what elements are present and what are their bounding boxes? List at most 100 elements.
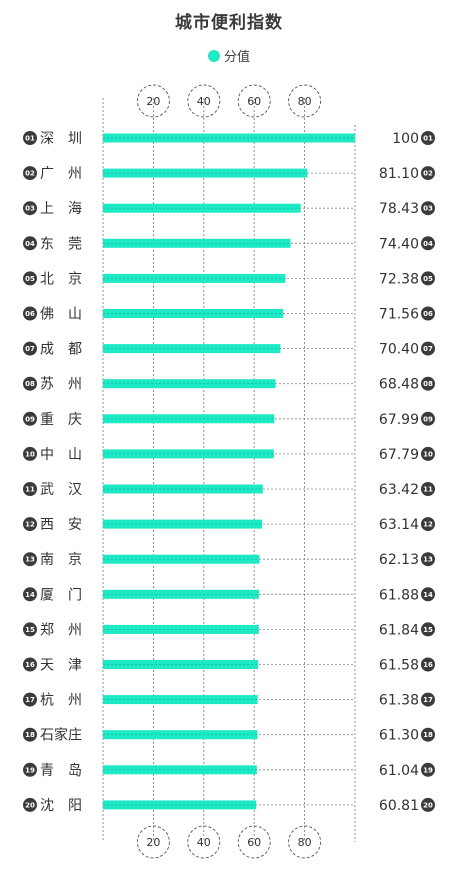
rank-badge-right <box>421 692 435 707</box>
rank-badge-right <box>421 131 435 145</box>
city-label: 北 京 <box>40 271 82 287</box>
rank-badge-right <box>421 657 435 672</box>
rank-badge <box>23 341 37 356</box>
rank-badge-right-label: 19 <box>423 766 433 774</box>
tick-label-top: 20 <box>146 95 160 108</box>
rank-badge-right <box>421 482 435 496</box>
rank-badge-right-label: 06 <box>423 310 433 318</box>
rank-badge-right-label: 08 <box>423 380 433 388</box>
bar <box>103 484 263 494</box>
city-label: 重 庆 <box>40 412 82 428</box>
rank-badge-right-label: 01 <box>423 135 433 143</box>
rank-badge-right-label: 04 <box>423 240 433 248</box>
rank-badge-label: 06 <box>25 310 35 318</box>
value-label: 67.79 <box>379 447 419 463</box>
value-label: 60.81 <box>379 798 419 814</box>
rank-badge-right <box>421 587 435 602</box>
city-label: 厦 门 <box>40 587 82 603</box>
rank-badge-label: 19 <box>25 766 35 774</box>
rank-badge <box>23 622 37 637</box>
rank-badge-right <box>421 552 435 567</box>
value-label: 71.56 <box>379 307 419 323</box>
rank-badge <box>23 552 37 567</box>
rank-badge <box>23 762 37 777</box>
rank-badge-right <box>421 166 435 181</box>
rank-badge-label: 16 <box>25 661 35 669</box>
rank-badge <box>23 692 37 707</box>
city-label: 沈 阳 <box>40 798 82 814</box>
value-label: 72.38 <box>379 271 419 287</box>
bar <box>103 203 301 213</box>
value-label: 61.58 <box>379 658 419 674</box>
tick-label-top: 40 <box>197 95 211 108</box>
rank-badge-right <box>421 306 435 321</box>
legend-label: 分值 <box>223 50 250 65</box>
rank-badge <box>23 517 37 532</box>
tick-circle-bottom <box>237 825 271 859</box>
city-label: 成 都 <box>40 342 82 358</box>
value-label: 67.99 <box>379 412 419 428</box>
tick-circle-top <box>136 84 170 118</box>
rank-badge-right <box>421 622 435 637</box>
value-label: 74.40 <box>379 236 419 252</box>
value-label: 61.30 <box>379 728 419 744</box>
rank-badge-label: 04 <box>25 240 35 248</box>
bar <box>103 168 308 178</box>
value-label: 63.14 <box>379 517 419 533</box>
city-label: 武 汉 <box>40 482 82 498</box>
rank-badge-label: 15 <box>25 626 35 634</box>
rank-badge <box>23 376 37 391</box>
rank-badge-right-label: 17 <box>423 696 433 704</box>
bar <box>103 273 286 283</box>
rank-badge-right-label: 18 <box>423 731 433 739</box>
legend: 分值 <box>0 46 458 65</box>
city-label: 杭 州 <box>40 693 82 709</box>
rank-badge-right <box>421 376 435 391</box>
value-label: 61.88 <box>379 587 419 603</box>
rank-badge-right <box>421 517 435 532</box>
value-label: 61.04 <box>379 763 419 779</box>
rank-badge-right-label: 10 <box>423 450 433 458</box>
rank-badge-right-label: 14 <box>423 591 433 599</box>
tick-label-bottom: 80 <box>298 836 312 849</box>
city-label: 广 州 <box>40 166 82 182</box>
rank-badge-label: 18 <box>25 731 35 739</box>
tick-label-top: 60 <box>247 95 261 108</box>
tick-circle-bottom <box>288 825 322 859</box>
rank-badge-label: 11 <box>25 486 35 494</box>
tick-circle-bottom <box>187 825 221 859</box>
tick-label-top: 80 <box>298 95 312 108</box>
value-label: 81.10 <box>379 166 419 182</box>
city-label: 佛 山 <box>40 307 82 323</box>
rank-badge-label: 07 <box>25 345 35 353</box>
rank-badge-right-label: 11 <box>423 486 433 494</box>
tick-label-bottom: 20 <box>146 836 160 849</box>
city-label: 苏 州 <box>40 377 82 393</box>
city-label: 深 圳 <box>40 131 82 147</box>
rank-badge-label: 14 <box>25 591 35 599</box>
rank-badge-right-label: 02 <box>423 170 433 178</box>
city-label: 郑 州 <box>40 622 82 638</box>
rank-badge-label: 02 <box>25 170 35 178</box>
rank-badge-right-label: 03 <box>423 205 433 213</box>
rank-badge-label: 13 <box>25 556 35 564</box>
chart-title: 城市便利指数 <box>175 13 283 33</box>
city-label: 南 京 <box>40 552 82 568</box>
value-label: 68.48 <box>379 377 419 393</box>
rank-badge-label: 12 <box>25 521 35 529</box>
rank-badge-right <box>421 446 435 461</box>
rank-badge-label: 20 <box>25 801 35 809</box>
rank-badge-right-label: 16 <box>423 661 433 669</box>
bar <box>103 309 284 318</box>
city-label: 石家庄 <box>40 727 82 744</box>
value-label: 78.43 <box>379 201 419 217</box>
rank-badge <box>23 587 37 602</box>
value-label: 63.42 <box>379 482 419 498</box>
legend-swatch <box>207 50 220 62</box>
rank-badge <box>23 306 37 321</box>
rank-badge <box>23 727 37 742</box>
rank-badge-right-label: 09 <box>423 415 433 423</box>
tick-circle-top <box>237 84 271 118</box>
tick-circle-top <box>187 84 221 118</box>
